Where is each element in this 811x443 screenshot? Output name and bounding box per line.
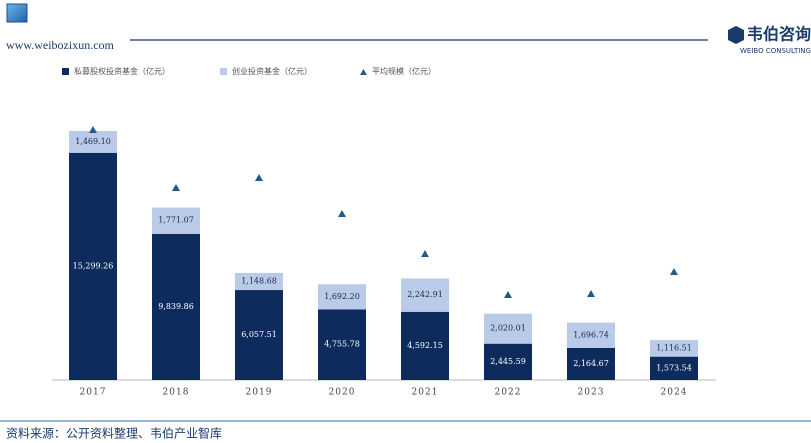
value-label: 4,755.78	[324, 340, 360, 349]
bar-segment	[401, 311, 449, 380]
legend-marker	[360, 69, 367, 75]
value-label: 1,771.07	[158, 216, 194, 225]
value-label: 2,445.59	[490, 357, 526, 366]
x-tick-label: 2020	[329, 388, 356, 398]
value-label: 1,116.51	[656, 343, 692, 352]
legend-label: 私募股权投资基金（亿元）	[74, 66, 170, 76]
x-tick-label: 2024	[661, 388, 688, 398]
bar-segment	[484, 343, 532, 380]
bar-segment	[567, 322, 615, 348]
x-tick-label: 2018	[163, 388, 190, 398]
value-label: 1,573.54	[656, 363, 692, 372]
value-label: 2,020.01	[490, 324, 526, 333]
site-url: www.weibozixun.com	[6, 38, 115, 52]
bar-segment	[484, 313, 532, 344]
bar-segment	[69, 130, 117, 153]
value-label: 2,164.67	[573, 359, 609, 368]
average-marker	[338, 209, 346, 217]
value-label: 9,839.86	[158, 302, 194, 311]
bar-segment	[318, 309, 366, 380]
x-tick-label: 2019	[246, 388, 273, 398]
bar-segment	[69, 152, 117, 380]
value-label: 2,242.91	[407, 290, 443, 299]
logo-icon	[728, 26, 744, 44]
legend-swatch	[220, 68, 227, 75]
average-marker	[670, 268, 678, 276]
bar-segment	[152, 233, 200, 380]
value-label: 1,148.68	[241, 277, 277, 286]
bar-segment	[318, 284, 366, 310]
average-marker	[421, 250, 429, 258]
value-label: 4,592.15	[407, 341, 443, 350]
bar-segment	[152, 207, 200, 234]
bar-segment	[401, 278, 449, 312]
value-label: 1,696.74	[573, 330, 609, 339]
bar-segment	[235, 272, 283, 291]
value-label: 1,692.20	[324, 292, 360, 301]
legend-label: 平均规模（亿元）	[372, 66, 436, 76]
bar-segment	[650, 356, 698, 380]
logo-name: 韦伯咨询	[747, 25, 811, 44]
source-note: 资料来源：公开资料整理、韦伯产业智库	[6, 426, 222, 441]
legend-label: 创业投资基金（亿元）	[232, 66, 312, 76]
value-label: 6,057.51	[241, 330, 277, 339]
header-icon	[6, 3, 28, 23]
bar-segment	[567, 347, 615, 380]
bar-segment	[650, 340, 698, 357]
average-marker	[587, 290, 595, 298]
average-marker	[89, 126, 97, 134]
x-tick-label: 2023	[578, 388, 605, 398]
logo-subtitle: WEIBO CONSULTING	[740, 47, 811, 55]
bar-segment	[235, 290, 283, 380]
legend-swatch	[62, 68, 69, 75]
average-marker	[255, 174, 263, 182]
average-marker	[504, 291, 512, 299]
x-tick-label: 2022	[495, 388, 522, 398]
x-tick-label: 2017	[80, 388, 107, 398]
value-label: 15,299.26	[73, 261, 114, 270]
value-label: 1,469.10	[75, 137, 111, 146]
x-tick-label: 2021	[412, 388, 439, 398]
average-marker	[172, 183, 180, 191]
